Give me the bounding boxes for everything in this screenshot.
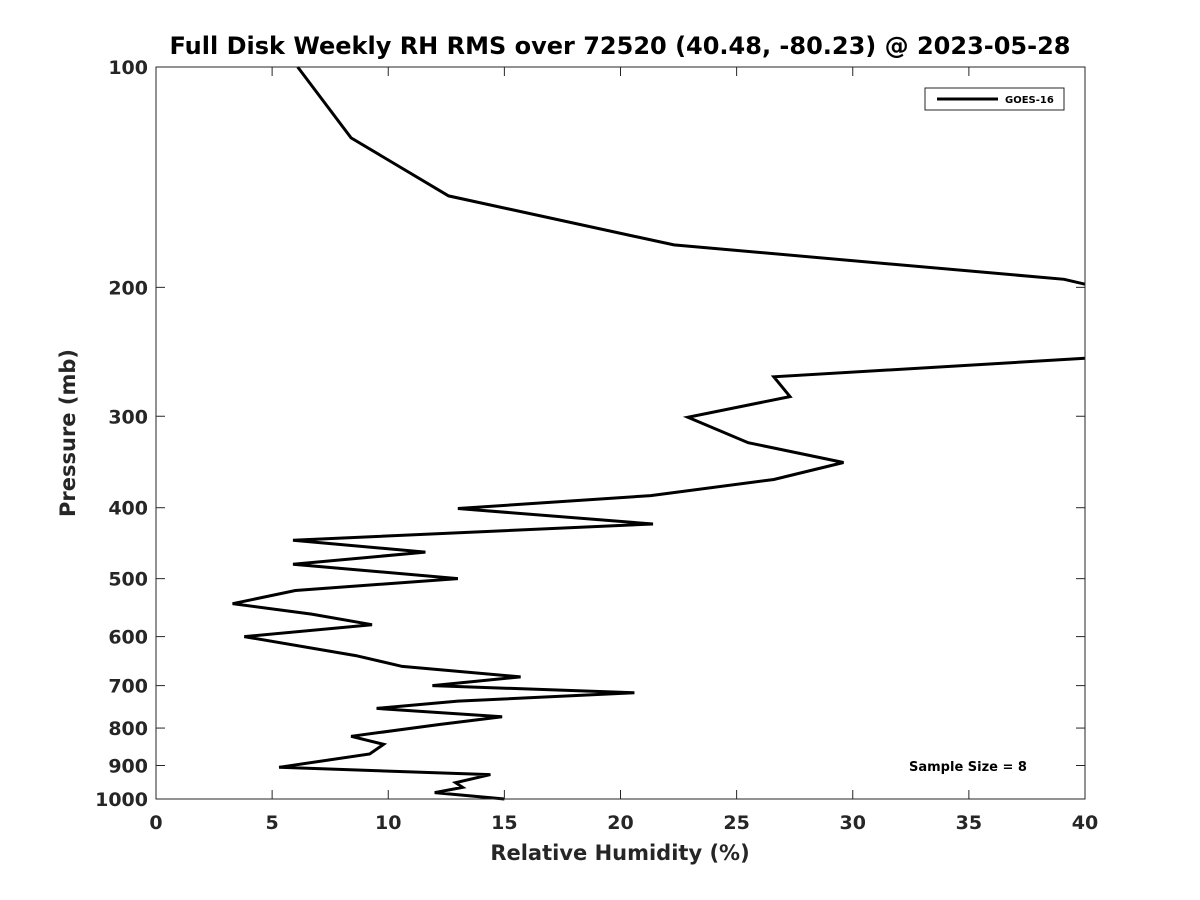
x-tick-label-0: 0 xyxy=(149,812,162,834)
y-axis: 100 200 300 400 500 600 700 800 900 1000 xyxy=(95,57,1085,811)
y-tick-label-700: 700 xyxy=(108,676,148,698)
y-tick-label-400: 400 xyxy=(108,498,148,520)
y-tick-label-900: 900 xyxy=(108,756,148,778)
chart-title: Full Disk Weekly RH RMS over 72520 (40.4… xyxy=(169,32,1070,60)
legend-label-goes-16: GOES-16 xyxy=(1005,95,1054,106)
legend: GOES-16 xyxy=(924,87,1065,111)
series-line-goes-16-segment-1 xyxy=(296,66,1086,286)
x-tick-label-40: 40 xyxy=(1072,812,1098,834)
y-tick-label-1000: 1000 xyxy=(95,789,148,811)
plot-area xyxy=(156,67,1085,799)
x-axis-label: Relative Humidity (%) xyxy=(490,841,749,865)
sample-size-annotation: Sample Size = 8 xyxy=(909,760,1027,775)
series-layer xyxy=(232,66,1086,801)
x-tick-label-15: 15 xyxy=(491,812,517,834)
y-tick-label-100: 100 xyxy=(108,57,148,79)
series-line-goes-16-segment-2 xyxy=(232,356,1086,801)
x-tick-label-5: 5 xyxy=(266,812,279,834)
y-tick-label-500: 500 xyxy=(108,569,148,591)
x-tick-label-30: 30 xyxy=(840,812,866,834)
x-tick-label-35: 35 xyxy=(956,812,982,834)
y-tick-label-600: 600 xyxy=(108,627,148,649)
y-axis-label: Pressure (mb) xyxy=(56,349,80,517)
x-tick-label-20: 20 xyxy=(607,812,633,834)
y-tick-label-800: 800 xyxy=(108,718,148,740)
y-tick-label-200: 200 xyxy=(108,277,148,299)
x-axis: 0 5 10 15 20 25 30 35 40 xyxy=(149,67,1098,834)
x-tick-label-10: 10 xyxy=(375,812,401,834)
x-tick-label-25: 25 xyxy=(723,812,749,834)
y-tick-label-300: 300 xyxy=(108,406,148,428)
